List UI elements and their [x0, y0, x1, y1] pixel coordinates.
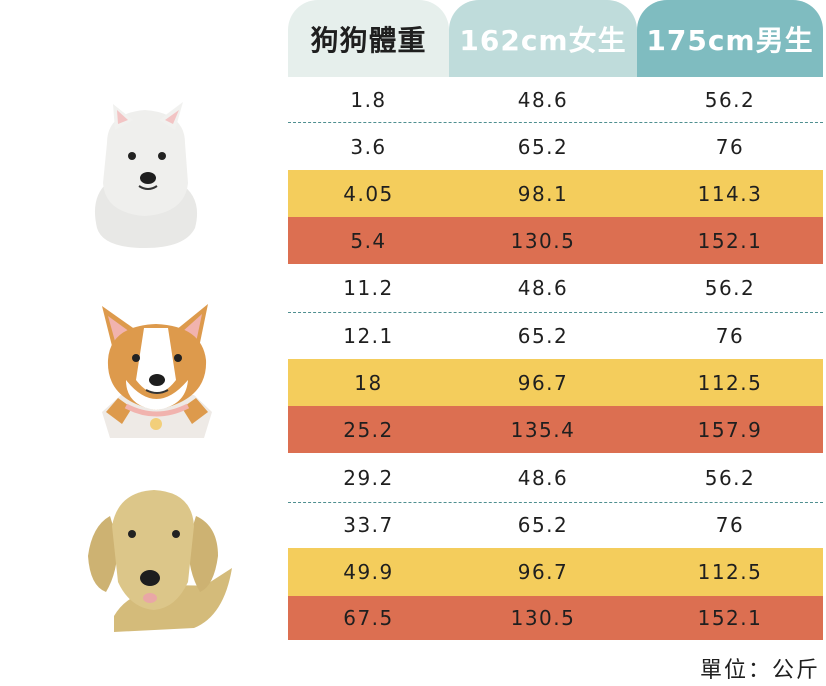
- corgi-dog-icon: [102, 304, 212, 438]
- table-cell: 152.1: [697, 606, 763, 630]
- table-row: 11.2 48.6 56.2: [288, 264, 823, 312]
- table-cell: 98.1: [517, 181, 569, 206]
- table-cell: 112.5: [697, 560, 763, 584]
- table-cell: 1.8: [350, 88, 387, 112]
- row-divider: [288, 312, 823, 313]
- row-divider: [288, 122, 823, 123]
- table-row: 49.9 96.7 112.5: [288, 548, 823, 596]
- table-cell: 49.9: [343, 560, 394, 584]
- table-row: 4.05 98.1 114.3: [288, 170, 823, 217]
- table-cell: 48.6: [517, 276, 569, 300]
- table-cell: 56.2: [704, 465, 756, 490]
- table-cell: 96.7: [517, 560, 569, 584]
- table-cell: 48.6: [517, 465, 569, 490]
- table-row: 29.2 48.6 56.2: [288, 453, 823, 502]
- table-row: 1.8 48.6 56.2: [288, 77, 823, 123]
- table-cell: 5.4: [350, 228, 387, 253]
- table-cell: 18: [354, 370, 383, 395]
- table-cell: 112.5: [697, 370, 763, 395]
- table-cell: 65.2: [517, 323, 569, 348]
- table-cell: 130.5: [510, 606, 576, 630]
- table-cell: 25.2: [343, 417, 394, 442]
- header-dog-weight: 狗狗體重: [288, 0, 449, 77]
- row-divider: [288, 502, 823, 503]
- table-row: 3.6 65.2 76: [288, 123, 823, 170]
- table-cell: 56.2: [704, 276, 756, 300]
- table-cell: 67.5: [343, 606, 394, 630]
- table-cell: 65.2: [517, 513, 569, 537]
- table-row: 25.2 135.4 157.9: [288, 406, 823, 453]
- table-row: 67.5 130.5 152.1: [288, 596, 823, 640]
- table-cell: 3.6: [350, 134, 387, 159]
- golden-retriever-dog-icon: [88, 490, 232, 632]
- table-cell: 65.2: [517, 134, 569, 159]
- table-cell: 76: [715, 134, 745, 159]
- table-row: 5.4 130.5 152.1: [288, 217, 823, 264]
- table-cell: 4.05: [343, 181, 394, 206]
- table-cell: 135.4: [510, 417, 576, 442]
- table-cell: 11.2: [343, 276, 394, 300]
- table-row: 18 96.7 112.5: [288, 359, 823, 406]
- table-cell: 76: [715, 513, 745, 537]
- header-162cm-female: 162cm女生: [449, 0, 637, 77]
- table-row: 33.7 65.2 76: [288, 502, 823, 548]
- table-cell: 33.7: [343, 513, 394, 537]
- table-cell: 76: [715, 323, 745, 348]
- table-cell: 157.9: [697, 417, 763, 442]
- white-fluffy-dog-icon: [94, 102, 198, 248]
- header-175cm-male: 175cm男生: [637, 0, 823, 77]
- table-cell: 56.2: [704, 88, 756, 112]
- table-cell: 130.5: [510, 228, 576, 253]
- table-cell: 29.2: [343, 465, 394, 490]
- table-row: 12.1 65.2 76: [288, 312, 823, 359]
- table-cell: 12.1: [343, 323, 394, 348]
- table-cell: 114.3: [697, 181, 763, 206]
- table-cell: 96.7: [517, 370, 569, 395]
- unit-label: 單位：公斤: [699, 658, 820, 683]
- table-cell: 152.1: [697, 228, 763, 253]
- table-cell: 48.6: [517, 88, 569, 112]
